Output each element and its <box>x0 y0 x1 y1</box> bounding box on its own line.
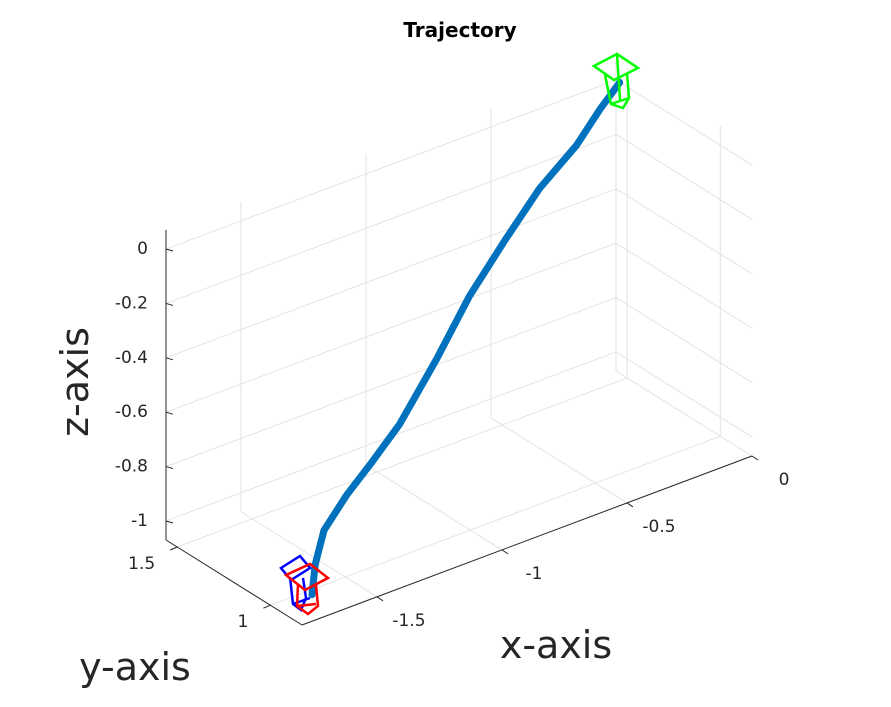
chart-title: Trajectory <box>403 18 516 42</box>
tick-mark <box>751 455 759 461</box>
y-axis-label: y-axis <box>79 645 191 689</box>
y-axis-line <box>165 539 303 626</box>
tick-mark <box>165 520 174 524</box>
grid-line <box>240 511 378 598</box>
z-axis-label: z-axis <box>53 327 97 437</box>
grid-line <box>615 297 753 384</box>
grid-line <box>165 133 617 304</box>
tick-mark <box>165 411 174 415</box>
grid-line <box>165 242 617 413</box>
camera-shape <box>591 52 641 110</box>
z-tick-label: -0.8 <box>115 457 148 477</box>
grid-line <box>615 79 753 166</box>
trajectory-line <box>308 78 624 599</box>
grid-line <box>270 435 721 606</box>
tick-mark <box>165 357 174 361</box>
tick-mark <box>501 549 509 555</box>
x-tick-label: 0 <box>779 470 790 490</box>
tick-mark <box>169 546 178 551</box>
grid-line <box>490 417 628 504</box>
grid-line <box>165 188 617 359</box>
axes: -1.5 -1 -0.5 0 1 1.5 -1 -0.8 -0.6 -0.4 -0.2 0 <box>115 230 790 632</box>
grid-line <box>177 377 628 548</box>
y-tick-label: 1.5 <box>128 554 155 574</box>
z-tick-label: -1 <box>131 511 148 531</box>
grid-line <box>615 242 753 329</box>
camera-red <box>283 562 331 616</box>
tick-mark <box>376 596 384 602</box>
tick-mark <box>165 248 174 252</box>
x-tick-label: -1.5 <box>392 611 425 631</box>
z-tick-label: -0.2 <box>115 293 148 313</box>
x-tick-label: -0.5 <box>642 517 675 537</box>
z-tick-label: -0.6 <box>115 402 148 422</box>
x-axis-line <box>301 455 753 626</box>
cameras <box>279 52 641 616</box>
marks <box>308 78 624 599</box>
tick-mark <box>263 604 271 609</box>
tick-mark <box>165 302 174 306</box>
grid-line <box>615 133 753 220</box>
y-tick-label: 1 <box>238 612 249 632</box>
z-tick-label: -0.4 <box>115 348 148 368</box>
grid-line <box>365 464 503 551</box>
x-axis-label: x-axis <box>500 623 612 667</box>
grid-line <box>615 351 753 438</box>
tick-mark <box>165 466 174 470</box>
grid-line <box>165 79 617 250</box>
grid-line <box>165 297 617 468</box>
z-tick-label: 0 <box>137 239 148 259</box>
tick-mark <box>626 502 634 508</box>
x-tick-label: -1 <box>526 564 543 584</box>
camera-green <box>591 52 641 110</box>
camera-shape <box>283 562 331 616</box>
grid-line <box>615 188 753 275</box>
grid-line <box>615 370 753 457</box>
